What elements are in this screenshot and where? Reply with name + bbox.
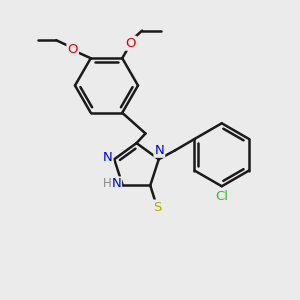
Text: S: S — [153, 200, 161, 214]
Text: O: O — [125, 37, 136, 50]
Text: Cl: Cl — [215, 190, 228, 203]
Text: O: O — [68, 43, 78, 56]
Text: N: N — [103, 151, 112, 164]
Text: H: H — [103, 177, 112, 190]
Text: N: N — [111, 177, 121, 190]
Text: N: N — [154, 144, 164, 157]
